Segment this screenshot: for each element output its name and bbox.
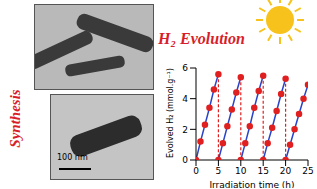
html-text:H₂ Evolution: H₂ Evolution — [158, 30, 245, 47]
svg-text:Evolved H₂ (mmol.g⁻¹): Evolved H₂ (mmol.g⁻¹) — [166, 68, 175, 158]
svg-text:2: 2 — [182, 125, 188, 135]
svg-text:15: 15 — [257, 166, 268, 176]
svg-text:25: 25 — [302, 166, 309, 176]
svg-text:6: 6 — [182, 63, 188, 73]
svg-text:0: 0 — [193, 166, 199, 176]
svg-text:5: 5 — [216, 166, 222, 176]
svg-text:0: 0 — [182, 155, 188, 165]
svg-text:10: 10 — [235, 166, 247, 176]
svg-text:4: 4 — [182, 94, 188, 104]
svg-text:Irradiation time (h): Irradiation time (h) — [209, 180, 294, 188]
html-text:100 nm: 100 nm — [57, 153, 88, 162]
html-text:Synthesis: Synthesis — [6, 89, 23, 148]
svg-text:20: 20 — [280, 166, 292, 176]
